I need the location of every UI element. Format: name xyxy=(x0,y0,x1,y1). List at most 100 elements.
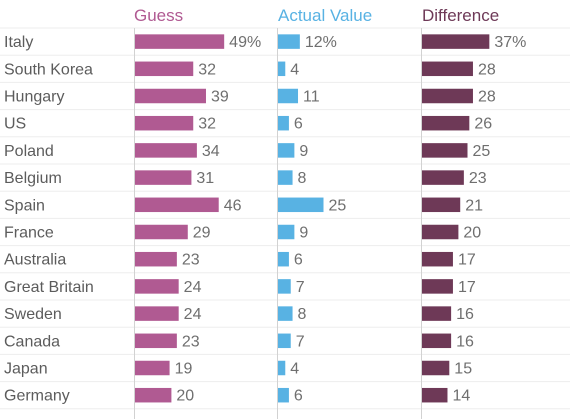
country-label: Great Britain xyxy=(4,279,94,296)
data-label: 15 xyxy=(454,361,472,378)
bar xyxy=(135,170,192,185)
data-label: 9 xyxy=(299,225,308,242)
bar xyxy=(278,279,291,294)
bar xyxy=(278,224,295,240)
bar xyxy=(278,387,289,403)
bar xyxy=(135,61,194,77)
data-label: 29 xyxy=(193,225,211,242)
country-label: Germany xyxy=(4,388,70,405)
bar xyxy=(278,360,286,376)
bar xyxy=(278,88,299,104)
data-label: 24 xyxy=(184,306,202,323)
country-label: US xyxy=(4,116,26,133)
data-label: 17 xyxy=(458,279,476,296)
data-label: 32 xyxy=(198,61,216,78)
data-label: 25 xyxy=(329,197,347,214)
data-label: 24 xyxy=(184,279,202,296)
data-label: 7 xyxy=(296,333,305,350)
country-label: Sweden xyxy=(4,306,62,323)
bar xyxy=(135,34,225,49)
data-label: 17 xyxy=(458,252,476,269)
bar xyxy=(278,115,289,131)
bar xyxy=(135,224,188,240)
column-title: Guess xyxy=(134,6,183,25)
data-label: 8 xyxy=(298,306,307,323)
bar xyxy=(278,197,324,213)
bar xyxy=(135,387,172,403)
country-label: Belgium xyxy=(4,170,62,187)
bar xyxy=(422,61,473,77)
bar xyxy=(422,224,459,240)
country-label: France xyxy=(4,225,54,242)
data-label: 6 xyxy=(294,388,303,405)
data-label: 6 xyxy=(294,116,303,133)
data-label: 21 xyxy=(465,197,483,214)
bar xyxy=(422,251,453,267)
bar xyxy=(278,61,286,77)
data-label: 6 xyxy=(294,252,303,269)
country-label: South Korea xyxy=(4,61,93,78)
data-label: 14 xyxy=(452,388,470,405)
data-label: 39 xyxy=(211,89,229,106)
data-label: 23 xyxy=(182,252,200,269)
bar xyxy=(422,88,473,104)
data-label: 20 xyxy=(176,388,194,405)
bar xyxy=(422,197,461,213)
data-label: 9 xyxy=(299,143,308,160)
country-label: Japan xyxy=(4,361,48,378)
bar xyxy=(422,360,450,376)
data-label: 28 xyxy=(478,89,496,106)
bar xyxy=(422,115,470,131)
bar xyxy=(278,143,295,158)
data-label: 32 xyxy=(198,116,216,133)
bar xyxy=(135,360,170,376)
bar xyxy=(135,143,197,158)
data-label: 25 xyxy=(473,143,491,160)
bar xyxy=(278,333,291,349)
bar xyxy=(135,197,219,213)
bar xyxy=(278,251,289,267)
country-label: Canada xyxy=(4,333,60,350)
data-label: 12% xyxy=(305,34,337,51)
column-title: Actual Value xyxy=(278,6,372,25)
data-label: 28 xyxy=(478,61,496,78)
country-label: Australia xyxy=(4,252,66,269)
country-label: Hungary xyxy=(4,89,64,106)
bar xyxy=(135,306,179,321)
data-label: 4 xyxy=(290,61,299,78)
data-label: 16 xyxy=(456,333,474,350)
data-label: 20 xyxy=(463,225,481,242)
bar xyxy=(422,170,464,185)
data-label: 8 xyxy=(298,170,307,187)
country-label: Spain xyxy=(4,197,45,214)
bar xyxy=(422,279,453,294)
bar xyxy=(422,333,452,349)
bar xyxy=(278,306,293,321)
column-title: Difference xyxy=(422,6,499,25)
data-label: 26 xyxy=(474,116,492,133)
bar xyxy=(422,387,448,403)
country-label: Italy xyxy=(4,34,33,51)
bar xyxy=(135,333,177,349)
bar xyxy=(278,34,300,49)
data-label: 16 xyxy=(456,306,474,323)
bar xyxy=(422,34,490,49)
bar xyxy=(135,115,194,131)
data-label: 23 xyxy=(469,170,487,187)
data-label: 7 xyxy=(296,279,305,296)
bar xyxy=(135,88,206,104)
country-label: Poland xyxy=(4,143,54,160)
data-label: 19 xyxy=(175,361,193,378)
bar xyxy=(278,170,293,185)
bar xyxy=(135,279,179,294)
bar xyxy=(135,251,177,267)
data-label: 11 xyxy=(303,89,320,106)
data-label: 4 xyxy=(290,361,299,378)
data-label: 34 xyxy=(202,143,220,160)
bar xyxy=(422,143,468,158)
data-label: 49% xyxy=(229,34,261,51)
data-label: 31 xyxy=(196,170,214,187)
bar xyxy=(422,306,452,321)
data-label: 23 xyxy=(182,333,200,350)
